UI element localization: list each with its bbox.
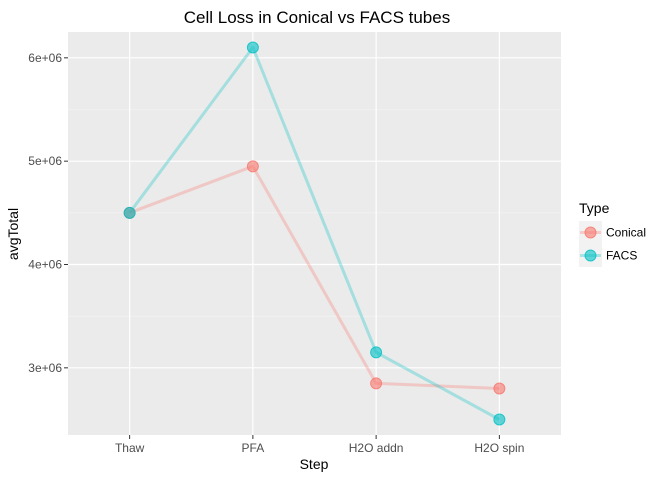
x-tick-label: PFA <box>242 441 265 455</box>
y-tick-label: 4e+06 <box>28 258 62 272</box>
data-point-facs <box>246 41 259 54</box>
y-axis-title: avgTotal <box>5 208 21 260</box>
grid <box>68 32 561 435</box>
legend-label: Conical <box>606 226 646 240</box>
series-points <box>123 41 506 426</box>
y-axis-ticks: 3e+06 4e+06 5e+06 6e+06 <box>28 51 68 375</box>
series-line-conical <box>129 164 500 390</box>
data-point-facs <box>370 346 383 359</box>
x-tick-label: H2O addn <box>349 441 404 455</box>
legend-point <box>584 226 597 239</box>
legend-title: Type <box>579 200 610 216</box>
data-point-conical <box>370 377 383 390</box>
data-point-facs <box>493 413 506 426</box>
legend-point <box>584 249 597 262</box>
x-axis-title: Step <box>300 456 329 472</box>
data-point-conical <box>493 382 506 395</box>
data-point-conical <box>246 160 259 173</box>
legend-label: FACS <box>606 249 637 263</box>
legend: Type Conical FACS <box>579 200 646 267</box>
x-tick-label: H2O spin <box>474 441 524 455</box>
chart-title: Cell Loss in Conical vs FACS tubes <box>184 8 450 27</box>
y-tick-label: 3e+06 <box>28 361 62 375</box>
series-lines <box>128 46 501 421</box>
y-tick-label: 5e+06 <box>28 154 62 168</box>
data-point-facs <box>123 206 136 219</box>
x-axis-ticks: Thaw PFA H2O addn H2O spin <box>115 435 524 455</box>
y-tick-label: 6e+06 <box>28 51 62 65</box>
plot-panel <box>68 32 561 435</box>
series-line-facs <box>128 46 501 421</box>
x-tick-label: Thaw <box>115 441 145 455</box>
